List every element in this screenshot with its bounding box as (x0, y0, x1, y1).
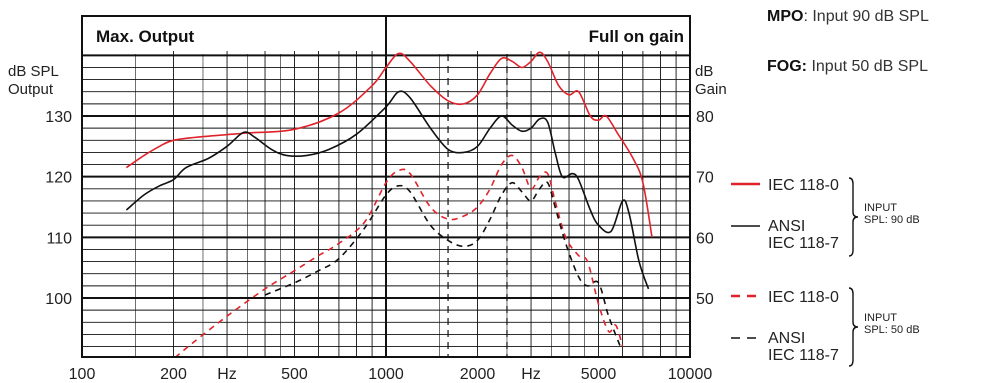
right-tick-label: 80 (696, 109, 714, 126)
legend-label: IEC 118-0 (768, 177, 839, 194)
chart-series (125, 51, 653, 357)
axis-tick-labels: 100 110 120 130 50 60 70 80 100 200 500 1000 2000 500… (45, 109, 714, 383)
legend-brace (848, 177, 859, 257)
right-axis-label-line1: dB (695, 63, 713, 80)
left-axis-label-line2: Output (8, 81, 54, 98)
series-line-red-dashed (174, 154, 624, 357)
series-line-red-solid (125, 51, 653, 238)
mpo-note-key: MPO (767, 8, 804, 25)
legend-group-label-line2: SPL: 50 dB (864, 324, 920, 336)
left-tick-label: 120 (45, 170, 72, 187)
series-line-black-dashed (264, 181, 622, 347)
legend-label: IEC 118-0 (768, 289, 839, 306)
legend-group-label-line2: SPL: 90 dB (864, 214, 920, 226)
chart-grid (82, 16, 690, 357)
legend-label: ANSI (768, 330, 805, 347)
mpo-note-text: : Input 90 dB SPL (803, 8, 929, 25)
left-tick-label: 130 (45, 109, 72, 126)
right-tick-label: 60 (696, 230, 714, 247)
x-tick-label: 1000 (368, 366, 404, 383)
x-unit-label: Hz (217, 366, 237, 383)
title-full-on-gain: Full on gain (589, 27, 684, 46)
series-line-black-solid (125, 90, 650, 290)
legend-label-line2: IEC 118-7 (768, 347, 839, 364)
x-tick-label: 2000 (460, 366, 496, 383)
x-tick-label: 200 (160, 366, 187, 383)
left-tick-label: 100 (45, 291, 72, 308)
right-axis-label-line2: Gain (695, 81, 727, 98)
x-tick-label: 5000 (581, 366, 617, 383)
title-max-output: Max. Output (96, 27, 195, 46)
fog-note: FOG: Input 50 dB SPL (767, 58, 928, 76)
left-axis-label-line1: dB SPL (8, 63, 59, 80)
left-tick-label: 110 (46, 230, 72, 247)
x-unit-label: Hz (521, 366, 541, 383)
legend-group-label: INPUT (864, 312, 897, 324)
fog-note-text: Input 50 dB SPL (807, 58, 928, 75)
legend-group-label: INPUT (864, 202, 897, 214)
fog-note-key: FOG: (767, 58, 807, 75)
right-tick-label: 70 (696, 170, 714, 187)
legend-label-line2: IEC 118-7 (768, 235, 839, 252)
legend-label: ANSI (768, 218, 805, 235)
right-tick-label: 50 (696, 291, 714, 308)
x-tick-label: 10000 (668, 366, 713, 383)
legend-brace (848, 287, 859, 367)
x-tick-label: 100 (69, 366, 96, 383)
mpo-note: MPO: Input 90 dB SPL (767, 8, 929, 26)
x-tick-label: 500 (281, 366, 308, 383)
